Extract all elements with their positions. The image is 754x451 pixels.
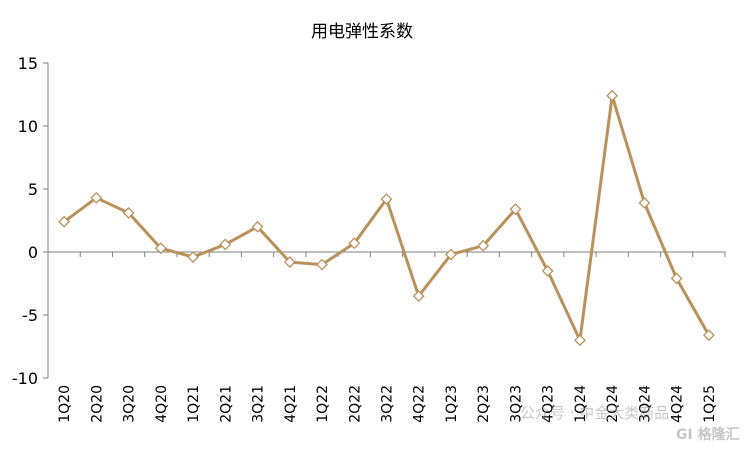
data-point-marker — [154, 242, 167, 255]
y-tick-label: 5 — [28, 180, 38, 199]
x-axis: 1Q20 2Q20 3Q20 4Q20 1Q21 2Q21 3Q21 4Q21 1Q22 2Q22… — [47, 251, 726, 423]
x-tick-label: 3Q24 — [637, 385, 653, 423]
x-tick-label: 3Q22 — [380, 385, 396, 423]
data-point-marker — [187, 251, 199, 263]
data-point-marker — [348, 237, 361, 250]
data-point-marker — [251, 220, 264, 233]
x-tick-label: 1Q23 — [444, 385, 460, 423]
data-point-marker — [316, 258, 328, 271]
x-tick-label: 2Q20 — [89, 385, 105, 423]
x-tick-label: 4Q22 — [412, 385, 428, 423]
y-tick-label: 0 — [28, 243, 38, 262]
data-point-marker — [58, 215, 71, 228]
x-tick-label: 1Q25 — [702, 385, 718, 423]
x-tick-label: 4Q23 — [541, 385, 557, 423]
x-tick-label: 1Q21 — [186, 385, 202, 423]
x-tick-label: 2Q24 — [605, 385, 621, 423]
x-tick-label: 4Q21 — [283, 385, 299, 423]
y-tick-label: -10 — [12, 369, 38, 388]
x-tick-label: 3Q20 — [122, 385, 138, 423]
x-tick-label: 4Q20 — [154, 385, 170, 423]
x-tick-label: 1Q20 — [57, 385, 73, 423]
series-group — [58, 89, 715, 347]
data-point-marker — [638, 196, 651, 209]
x-tick-label: 4Q24 — [670, 385, 686, 423]
x-tick-label: 3Q21 — [251, 385, 267, 423]
data-point-marker — [509, 203, 522, 216]
data-point-marker — [380, 193, 393, 205]
data-point-marker — [90, 191, 103, 204]
data-point-marker — [445, 248, 457, 261]
data-point-marker — [541, 264, 554, 277]
watermark-text: 公众号 · 中金大类商品 — [520, 404, 670, 422]
x-tick-label: 2Q21 — [218, 385, 234, 423]
x-tick-label: 2Q22 — [347, 385, 363, 423]
y-axis: 15 10 5 0 -5 -10 — [12, 54, 49, 388]
series-line — [63, 94, 711, 342]
chart-title: 用电弹性系数 — [311, 22, 413, 42]
x-tick-label: 1Q22 — [315, 385, 331, 423]
data-point-marker — [574, 334, 586, 347]
y-tick-label: -5 — [22, 306, 38, 325]
data-point-marker — [670, 272, 683, 285]
x-tick-label: 2Q23 — [476, 385, 492, 423]
y-tick-label: 15 — [18, 54, 38, 73]
data-point-marker — [606, 89, 619, 102]
data-point-marker — [122, 207, 135, 219]
x-tick-label: 1Q24 — [573, 385, 589, 423]
data-point-marker — [283, 256, 296, 268]
watermark-logo: GI 格隆汇 — [676, 427, 740, 443]
data-point-marker — [477, 239, 490, 252]
data-point-marker — [702, 329, 715, 342]
y-tick-label: 10 — [18, 117, 38, 136]
data-point-marker — [219, 238, 232, 251]
x-tick-label: 3Q23 — [508, 385, 524, 423]
data-point-marker — [412, 290, 425, 303]
